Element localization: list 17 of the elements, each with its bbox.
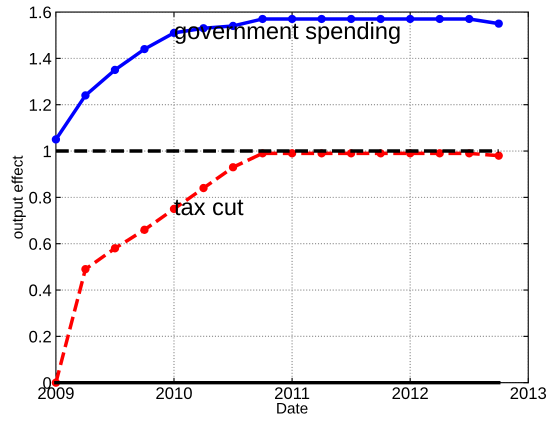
x-axis-title: Date — [277, 402, 308, 414]
x-tick-label: 2010 — [156, 387, 192, 400]
annotation: government spending — [174, 22, 400, 44]
y-tick-label: 0 — [43, 377, 52, 389]
x-tick-label: 2009 — [38, 387, 74, 400]
y-tick-label: 1.4 — [30, 52, 52, 64]
y-tick-label: 0.6 — [29, 238, 52, 250]
y-tick-label: 0.4 — [29, 284, 52, 296]
y-axis-title: output effect — [12, 156, 26, 239]
y-tick-label: 1.2 — [30, 99, 51, 111]
y-tick-label: 1.6 — [30, 6, 52, 18]
x-tick-label: 2011 — [274, 387, 310, 400]
x-tick-label: 2012 — [392, 387, 428, 400]
y-tick-label: 1 — [44, 146, 51, 158]
x-tick-label: 2013 — [510, 387, 546, 400]
y-tick-label: 0.8 — [29, 192, 52, 204]
y-tick-label: 0.2 — [29, 330, 51, 343]
